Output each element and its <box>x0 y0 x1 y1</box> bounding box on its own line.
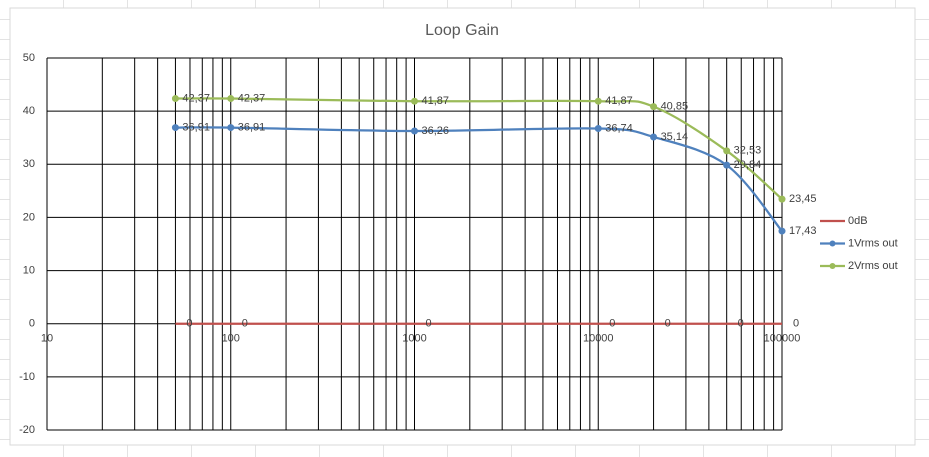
data-label: 0 <box>426 318 432 330</box>
data-point <box>594 124 602 132</box>
data-label: 0 <box>609 318 615 330</box>
data-label: 35,14 <box>661 131 689 143</box>
data-label: 17,43 <box>789 225 817 237</box>
data-label: 0 <box>186 318 192 330</box>
y-tick-label: 0 <box>29 318 35 330</box>
y-tick-label: 20 <box>23 211 35 223</box>
data-label: 42,37 <box>182 92 210 104</box>
data-point <box>411 127 418 135</box>
data-point <box>594 97 602 105</box>
y-tick-label: 40 <box>23 105 35 117</box>
y-tick-label: 50 <box>23 52 35 64</box>
data-label: 42,37 <box>238 92 266 104</box>
data-point <box>723 161 731 169</box>
legend-label: 1Vrms out <box>848 237 898 249</box>
data-label: 29,84 <box>734 159 762 171</box>
data-label: 0 <box>665 318 671 330</box>
data-point <box>411 97 418 105</box>
data-label: 0 <box>793 318 799 330</box>
x-tick-label: 10 <box>41 333 53 345</box>
data-point <box>171 124 179 132</box>
label-layer: -20 -10 0 10 20 30 40 50 10 100 1000 10000 100000 0 0 0… <box>19 52 898 436</box>
data-point <box>650 133 658 141</box>
legend-marker <box>829 263 836 269</box>
y-tick-label: 30 <box>23 158 35 170</box>
x-tick-label: 1000 <box>402 333 426 345</box>
data-point <box>650 103 658 111</box>
y-tick-label: 10 <box>23 264 35 276</box>
data-label: 40,85 <box>661 101 689 113</box>
data-point <box>171 95 179 103</box>
y-tick-label: -10 <box>19 371 35 383</box>
series-layer <box>171 95 786 325</box>
grid <box>46 57 783 431</box>
data-label: 32,53 <box>734 145 762 157</box>
data-label: 36,26 <box>422 125 450 137</box>
chart-title: Loop Gain <box>425 22 499 39</box>
x-tick-label: 10000 <box>583 333 614 345</box>
legend-label: 0dB <box>848 215 868 227</box>
data-point <box>723 147 731 155</box>
data-point <box>227 124 235 132</box>
data-point <box>778 227 786 235</box>
x-tick-label: 100000 <box>764 333 801 345</box>
data-label: 36,91 <box>182 121 210 133</box>
data-point <box>778 195 786 203</box>
legend-marker <box>829 240 836 247</box>
data-point <box>227 95 235 103</box>
data-label: 23,45 <box>789 193 817 205</box>
data-label: 36,74 <box>605 122 633 134</box>
legend-label: 2Vrms out <box>848 260 898 272</box>
x-tick-label: 100 <box>222 333 240 345</box>
series-line <box>175 97 783 200</box>
data-label: 41,87 <box>422 95 450 107</box>
data-label: 41,87 <box>605 95 633 107</box>
data-label: 0 <box>242 318 248 330</box>
data-label: 36,91 <box>238 121 266 133</box>
data-label: 0 <box>738 318 744 330</box>
y-tick-label: -20 <box>19 424 35 436</box>
